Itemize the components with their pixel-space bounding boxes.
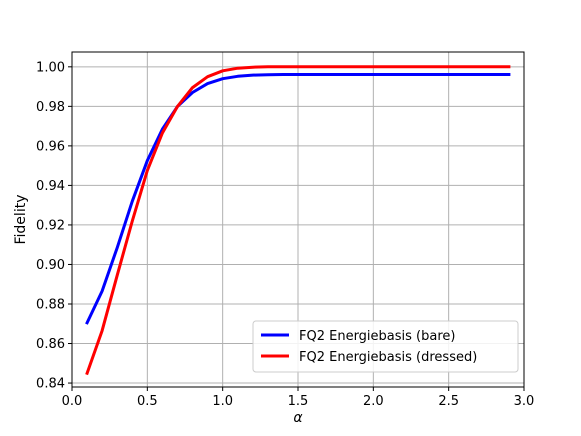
x-tick-label: 2.5 [438, 394, 459, 409]
y-tick-label: 0.88 [36, 297, 65, 312]
y-tick-label: 0.84 [36, 377, 65, 392]
legend-box [252, 320, 519, 373]
series-lines [85, 65, 511, 376]
x-tick-label: 0.0 [62, 394, 83, 409]
x-tick-label: 1.0 [212, 394, 233, 409]
legend: FQ2 Energiebasis (bare) FQ2 Energiebasis… [252, 320, 519, 373]
y-tick-label: 0.90 [36, 258, 65, 273]
x-axis-label: α [293, 410, 303, 426]
x-tick-label: 1.5 [288, 394, 309, 409]
y-tick-label: 1.00 [36, 60, 65, 75]
series-line-bare [85, 73, 511, 325]
y-tick-label: 0.86 [36, 337, 65, 352]
y-tick-label: 0.96 [36, 139, 65, 154]
y-tick-label: 0.94 [36, 179, 65, 194]
legend-label-dressed: FQ2 Energiebasis (dressed) [299, 350, 477, 365]
axis-ticks: 0.0 0.5 1.0 1.5 2.0 2.5 3.0 0.84 0.86 0.88 0.90 0.9… [36, 60, 534, 409]
series-line-dressed [85, 65, 511, 376]
y-tick-label: 0.98 [36, 100, 65, 115]
grid-lines [71, 52, 525, 387]
y-tick-label: 0.92 [36, 218, 65, 233]
x-tick-label: 3.0 [514, 394, 535, 409]
x-tick-label: 2.0 [363, 394, 384, 409]
x-tick-label: 0.5 [137, 394, 158, 409]
legend-label-bare: FQ2 Energiebasis (bare) [299, 329, 455, 344]
y-axis-label: Fidelity [13, 195, 29, 245]
